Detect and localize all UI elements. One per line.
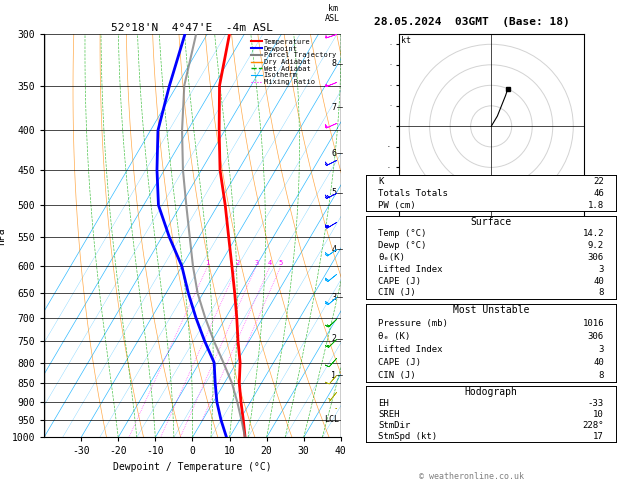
Text: 10: 10 xyxy=(593,410,604,419)
Text: 5: 5 xyxy=(331,188,337,197)
Text: Totals Totals: Totals Totals xyxy=(379,189,448,198)
Text: 1.8: 1.8 xyxy=(587,201,604,210)
Text: LCL: LCL xyxy=(324,415,339,424)
Text: 22: 22 xyxy=(593,176,604,186)
Text: 8: 8 xyxy=(331,59,337,68)
Text: θₑ(K): θₑ(K) xyxy=(379,253,405,262)
Text: 8: 8 xyxy=(599,289,604,297)
Text: 2: 2 xyxy=(235,260,240,266)
Text: 8: 8 xyxy=(599,370,604,380)
Text: 1016: 1016 xyxy=(582,319,604,328)
Text: CAPE (J): CAPE (J) xyxy=(379,277,421,286)
Text: 40: 40 xyxy=(593,358,604,366)
Text: 3: 3 xyxy=(331,293,337,302)
Text: Temp (°C): Temp (°C) xyxy=(379,229,427,239)
Text: 3: 3 xyxy=(599,345,604,354)
Text: 1: 1 xyxy=(331,371,337,380)
Text: 40: 40 xyxy=(593,277,604,286)
Text: 7: 7 xyxy=(331,103,337,112)
Text: 306: 306 xyxy=(587,331,604,341)
Text: 228°: 228° xyxy=(582,421,604,430)
Text: θₑ (K): θₑ (K) xyxy=(379,331,411,341)
Text: K: K xyxy=(379,176,384,186)
Text: StmSpd (kt): StmSpd (kt) xyxy=(379,432,438,441)
Text: kt: kt xyxy=(401,36,411,45)
Text: 5: 5 xyxy=(279,260,283,266)
Text: EH: EH xyxy=(379,399,389,408)
Text: Dewp (°C): Dewp (°C) xyxy=(379,241,427,250)
X-axis label: Dewpoint / Temperature (°C): Dewpoint / Temperature (°C) xyxy=(113,462,272,472)
Text: 6: 6 xyxy=(331,149,337,157)
Title: 52°18'N  4°47'E  -4m ASL: 52°18'N 4°47'E -4m ASL xyxy=(111,23,274,33)
Text: Most Unstable: Most Unstable xyxy=(453,305,530,315)
Text: Lifted Index: Lifted Index xyxy=(379,265,443,274)
Text: Pressure (mb): Pressure (mb) xyxy=(379,319,448,328)
Text: CAPE (J): CAPE (J) xyxy=(379,358,421,366)
Text: 2: 2 xyxy=(331,334,337,344)
Y-axis label: hPa: hPa xyxy=(0,227,6,244)
Text: 4: 4 xyxy=(268,260,272,266)
Text: 17: 17 xyxy=(593,432,604,441)
Text: 3: 3 xyxy=(254,260,259,266)
Text: 28.05.2024  03GMT  (Base: 18): 28.05.2024 03GMT (Base: 18) xyxy=(374,17,570,27)
Text: CIN (J): CIN (J) xyxy=(379,370,416,380)
Text: 1: 1 xyxy=(206,260,209,266)
Text: StmDir: StmDir xyxy=(379,421,411,430)
Text: © weatheronline.co.uk: © weatheronline.co.uk xyxy=(420,472,524,481)
Text: -33: -33 xyxy=(587,399,604,408)
Text: 4: 4 xyxy=(331,245,337,254)
Legend: Temperature, Dewpoint, Parcel Trajectory, Dry Adiabat, Wet Adiabat, Isotherm, Mi: Temperature, Dewpoint, Parcel Trajectory… xyxy=(250,37,337,87)
Text: km
ASL: km ASL xyxy=(325,4,340,23)
Text: Surface: Surface xyxy=(470,217,512,227)
Text: PW (cm): PW (cm) xyxy=(379,201,416,210)
Text: SREH: SREH xyxy=(379,410,400,419)
Text: Hodograph: Hodograph xyxy=(465,387,518,397)
Text: 306: 306 xyxy=(587,253,604,262)
Text: CIN (J): CIN (J) xyxy=(379,289,416,297)
Text: 14.2: 14.2 xyxy=(582,229,604,239)
Text: 46: 46 xyxy=(593,189,604,198)
Text: Lifted Index: Lifted Index xyxy=(379,345,443,354)
Text: 3: 3 xyxy=(599,265,604,274)
Text: 9.2: 9.2 xyxy=(587,241,604,250)
